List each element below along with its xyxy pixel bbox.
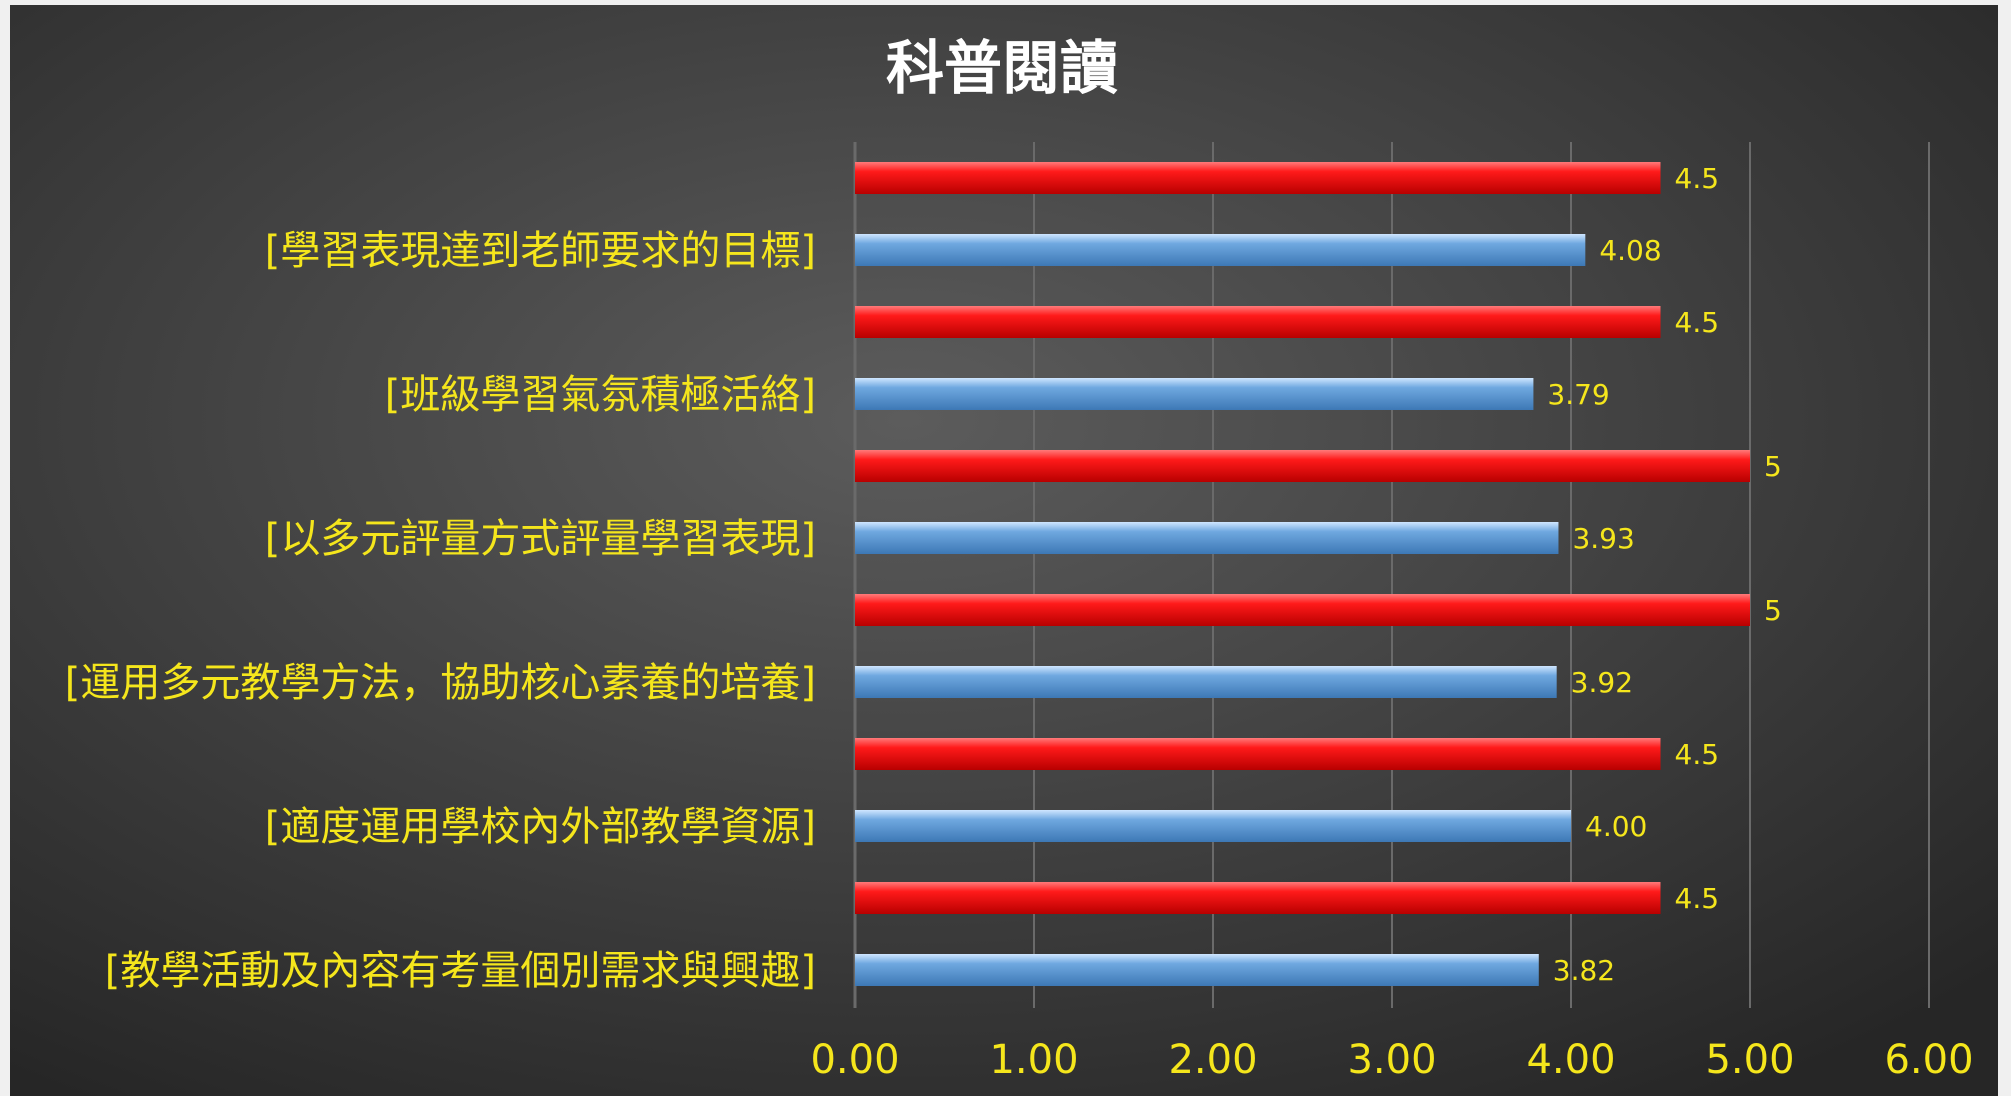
- data-label: 3.82: [1553, 954, 1615, 987]
- chart-title: 科普閱讀: [886, 34, 1118, 102]
- data-label: 5: [1764, 450, 1782, 483]
- x-tick-label: 1.00: [989, 1037, 1078, 1083]
- bar-blue: [855, 378, 1534, 410]
- data-label: 4.5: [1675, 162, 1720, 195]
- bar-red: [855, 882, 1661, 914]
- bar-red: [855, 594, 1750, 626]
- data-label: 3.79: [1547, 378, 1609, 411]
- bar-red: [855, 162, 1661, 194]
- bar-blue: [855, 666, 1557, 698]
- x-tick-label: 4.00: [1526, 1037, 1615, 1083]
- bar-blue: [855, 522, 1559, 554]
- data-label: 4.08: [1599, 234, 1661, 267]
- x-tick-label: 5.00: [1705, 1037, 1794, 1083]
- category-label: [以多元評量方式評量學習表現]: [265, 516, 816, 562]
- data-label: 4.5: [1675, 306, 1720, 339]
- category-label: [班級學習氣氛積極活絡]: [385, 372, 816, 418]
- bar-blue: [855, 234, 1586, 266]
- bar-blue: [855, 810, 1571, 842]
- bar-red: [855, 306, 1661, 338]
- data-label: 3.92: [1571, 666, 1633, 699]
- x-tick-label: 3.00: [1347, 1037, 1436, 1083]
- category-label: [學習表現達到老師要求的目標]: [265, 228, 816, 274]
- data-label: 4.5: [1675, 738, 1720, 771]
- bar-red: [855, 738, 1661, 770]
- x-tick-label: 0.00: [810, 1037, 899, 1083]
- category-label: [運用多元教學方法，協助核心素養的培養]: [65, 660, 816, 706]
- bar-red: [855, 450, 1750, 482]
- category-label: [適度運用學校內外部教學資源]: [265, 804, 816, 850]
- bar-blue: [855, 954, 1539, 986]
- x-tick-label: 2.00: [1168, 1037, 1257, 1083]
- data-label: 5: [1764, 594, 1782, 627]
- data-label: 4.5: [1675, 882, 1720, 915]
- data-label: 3.93: [1572, 522, 1634, 555]
- x-tick-label: 6.00: [1884, 1037, 1973, 1083]
- data-label: 4.00: [1585, 810, 1647, 843]
- category-label: [教學活動及內容有考量個別需求與興趣]: [105, 948, 816, 994]
